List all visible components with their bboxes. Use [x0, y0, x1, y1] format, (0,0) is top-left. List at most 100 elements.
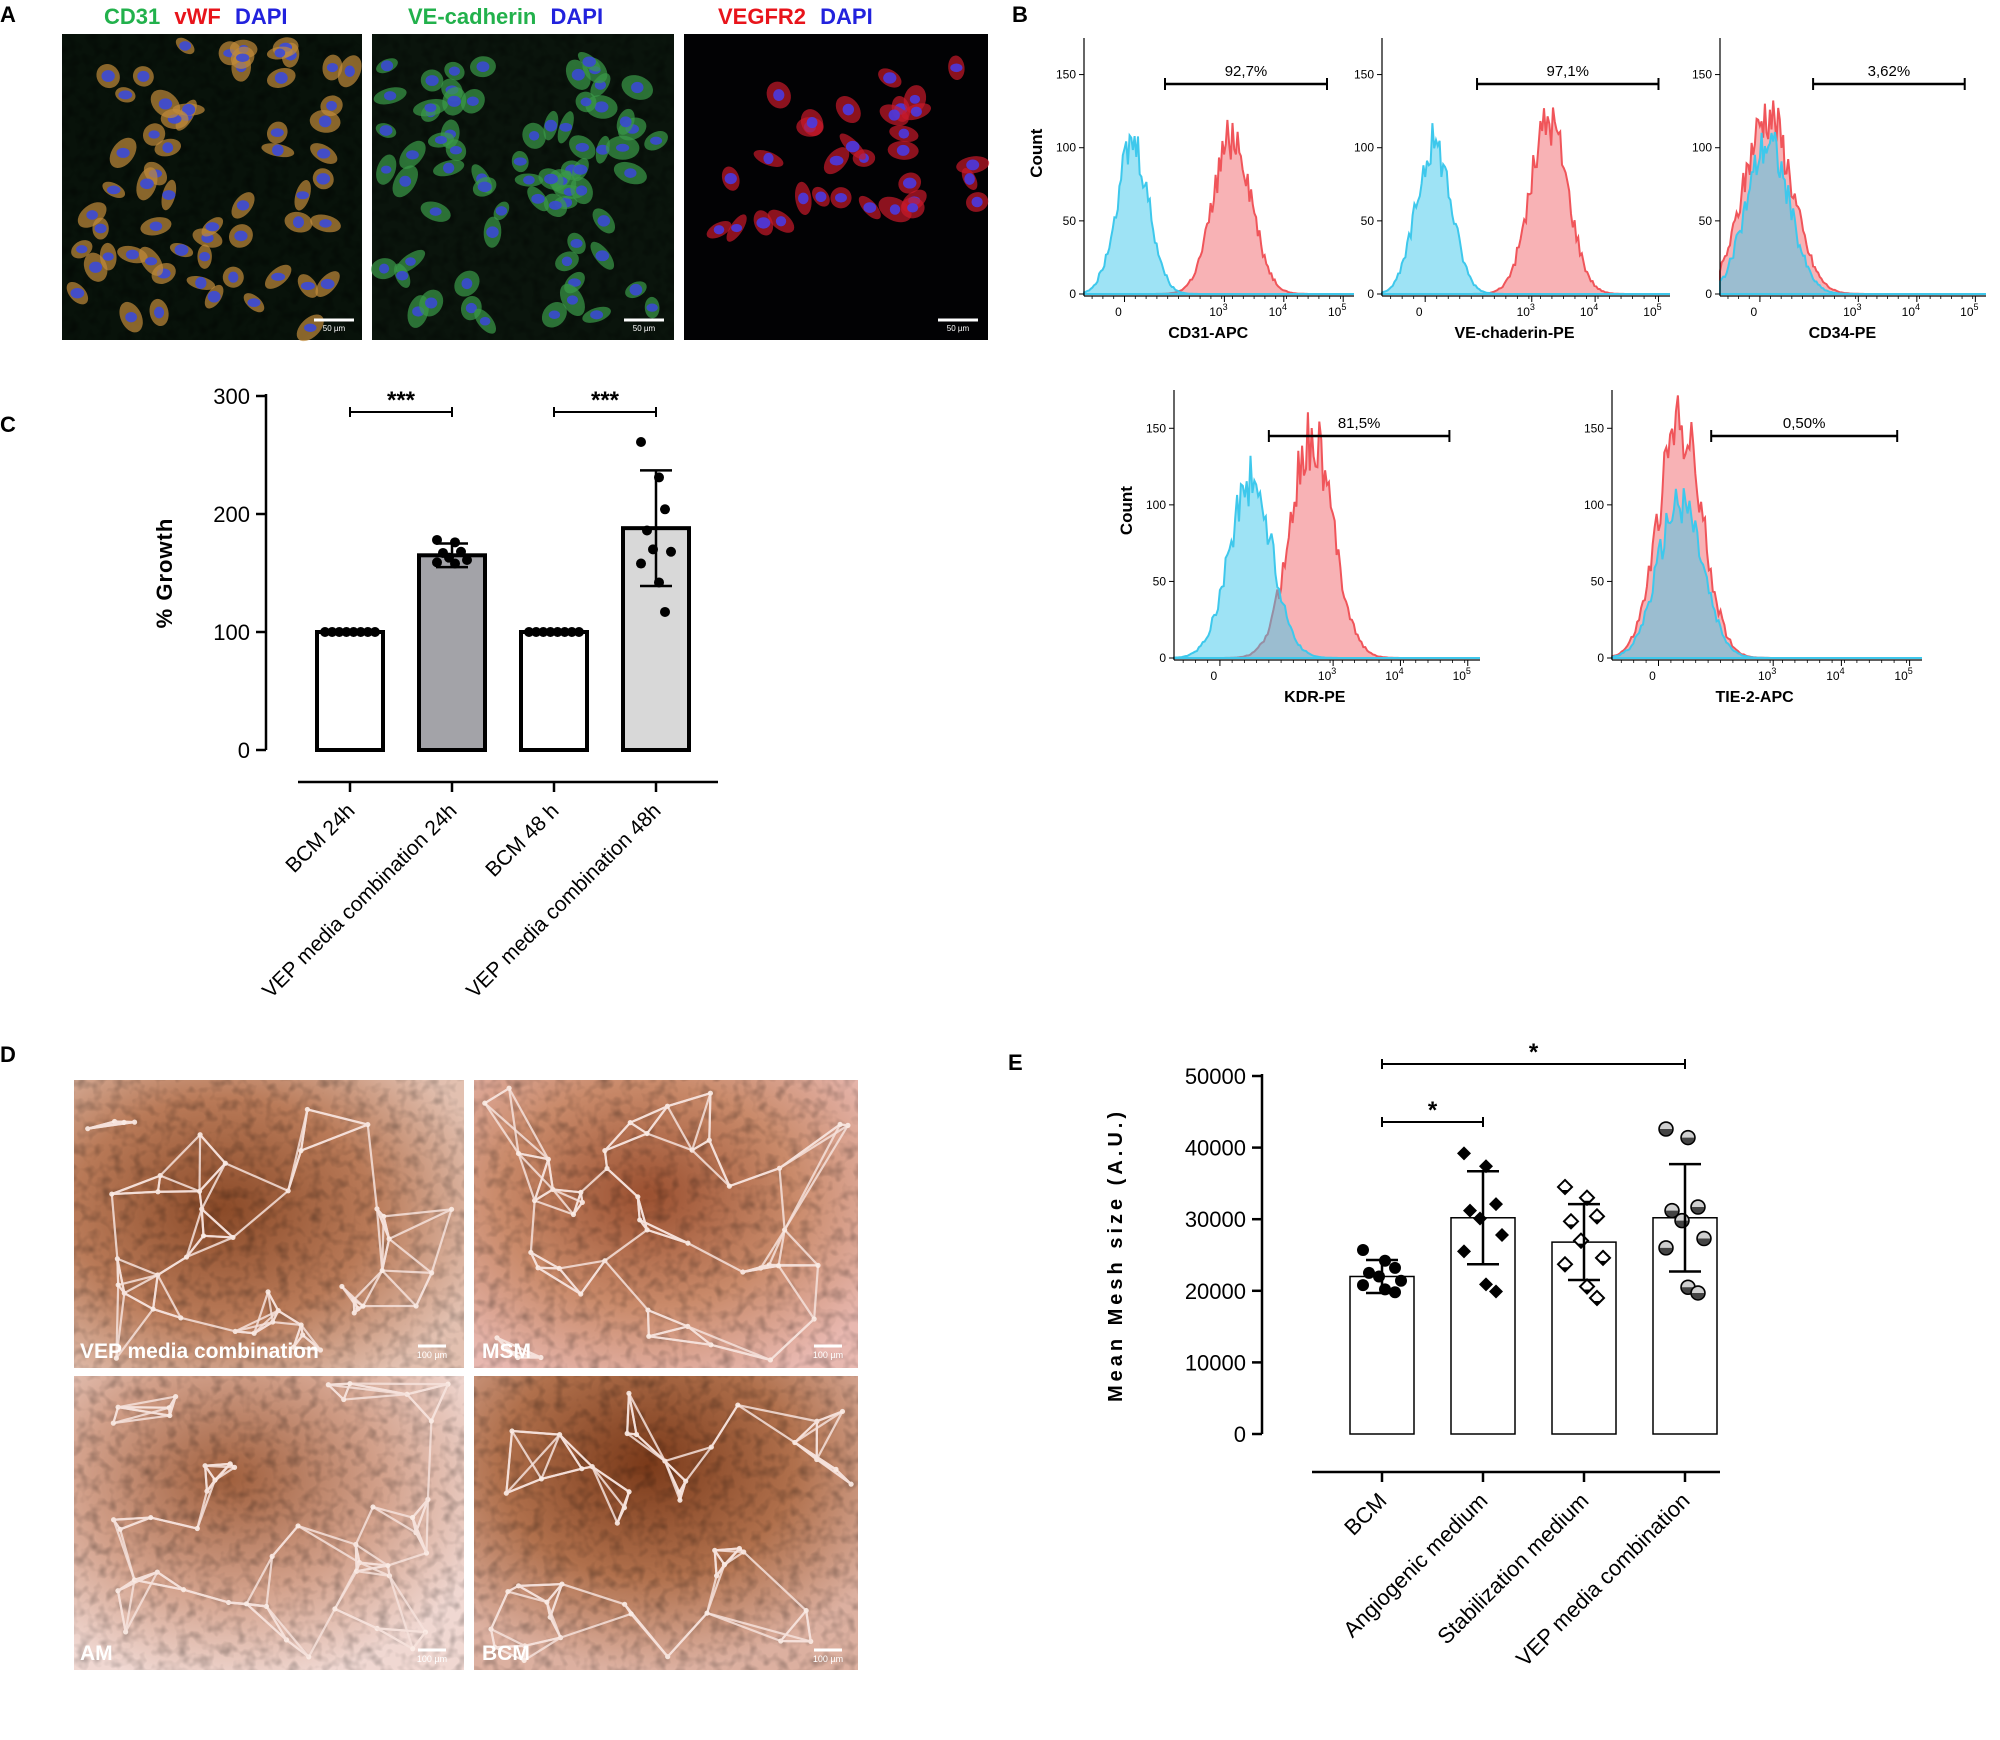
tube-segment	[156, 1175, 162, 1192]
tube-segment	[117, 1273, 158, 1286]
tube-segment	[271, 1525, 299, 1558]
tube-segment	[115, 1308, 155, 1359]
tube-segment	[648, 1335, 712, 1346]
tube-segment	[388, 1237, 433, 1274]
tube-segment	[540, 1434, 561, 1480]
panel-letter-a: A	[0, 2, 16, 27]
x-tick-label: 104	[1580, 302, 1598, 319]
y-tick-label: 150	[1056, 68, 1076, 82]
data-point	[1389, 1261, 1401, 1274]
tube-segment	[343, 1393, 408, 1401]
cell-nucleus	[465, 302, 477, 314]
tube-segment	[691, 1139, 710, 1152]
tube-segment	[205, 1462, 231, 1467]
data-point-shade	[1600, 1260, 1606, 1265]
cell-nucleus	[320, 278, 335, 290]
tube-segment	[708, 1139, 731, 1187]
tube-segment	[388, 1208, 453, 1240]
tube-segment	[558, 1433, 594, 1468]
cell-nucleus	[576, 185, 588, 196]
x-tick-label: BCM	[1339, 1488, 1391, 1540]
tube-segment	[113, 1516, 151, 1521]
tube-segment	[664, 1446, 712, 1463]
micrograph-ve-cadherin: 50 µm	[371, 34, 674, 340]
tube-segment	[307, 1108, 369, 1126]
tube-segment	[667, 1092, 711, 1108]
tube-segment	[381, 1238, 391, 1271]
cell-nucleus	[479, 316, 491, 326]
tube-node	[166, 1405, 172, 1411]
y-tick-label: 10000	[1185, 1350, 1246, 1375]
cell-nucleus	[94, 223, 107, 234]
panel-a-captions: CD31 vWF DAPI VE-cadherin DAPI VEGFR2 DA…	[104, 4, 873, 29]
tube-segment	[708, 1093, 712, 1141]
cell-nucleus	[118, 90, 133, 100]
tube-segment	[430, 1208, 453, 1274]
tube-image-msm: MSM 100 µm	[474, 1080, 858, 1368]
tube-segment	[110, 1193, 119, 1259]
x-tick-label: 105	[1643, 302, 1661, 319]
cell-nucleus	[731, 223, 743, 233]
data-point	[432, 557, 442, 568]
x-tick-label: 103	[1209, 302, 1227, 319]
tube-segment	[710, 1343, 771, 1362]
tube-segment	[729, 1167, 780, 1188]
gate-percent: 0,50%	[1783, 415, 1826, 432]
cell-nucleus	[775, 216, 787, 227]
tube-segment	[627, 1392, 666, 1462]
significance-label: ***	[591, 387, 620, 414]
tube-segment	[156, 1571, 185, 1591]
tube-segment	[375, 1208, 391, 1240]
data-point	[538, 627, 549, 637]
tube-node	[339, 1283, 345, 1290]
tube-segment	[630, 1613, 669, 1658]
tube-segment	[356, 1564, 389, 1573]
scale-bar-label: 100 µm	[813, 1654, 843, 1664]
cell-nucleus	[344, 65, 355, 77]
tube-segment	[552, 1188, 581, 1194]
cell-nucleus	[379, 125, 393, 136]
bar	[315, 630, 385, 752]
y-tick-label: 20000	[1185, 1279, 1246, 1304]
cell-nucleus	[815, 191, 827, 203]
cell-nucleus	[513, 157, 527, 166]
tube-segment	[691, 1092, 712, 1151]
cell-nucleus	[829, 155, 844, 166]
y-tick-label: 0	[1159, 651, 1166, 665]
tube-segment	[706, 1612, 812, 1643]
tube-segment	[508, 1087, 550, 1160]
y-tick-label: 200	[213, 502, 250, 527]
x-tick-label: BCM 48 h	[481, 799, 563, 881]
tube-segment	[113, 1406, 170, 1425]
tube-node	[538, 1476, 545, 1482]
cell-nucleus	[582, 56, 596, 67]
tube-segment	[635, 1433, 666, 1462]
y-tick-label: 30000	[1185, 1207, 1246, 1232]
tube-segment	[713, 1550, 718, 1576]
tube-segment	[156, 1274, 182, 1319]
tube-segment	[159, 1133, 201, 1177]
data-point	[1479, 1159, 1493, 1174]
scale-bar-label: 100 µm	[417, 1654, 447, 1664]
tube-segment	[547, 1159, 554, 1190]
tube-segment	[759, 1229, 786, 1269]
tube-segment	[117, 1406, 170, 1417]
cell-nucleus	[319, 219, 332, 228]
cell-nucleus	[424, 103, 437, 112]
tube-segment	[604, 1228, 648, 1262]
data-point	[666, 546, 676, 557]
data-point	[456, 546, 466, 557]
cell-nucleus	[548, 310, 561, 319]
cell-nucleus	[950, 63, 963, 73]
caption-a3: VEGFR2 DAPI	[718, 4, 873, 29]
data-point	[1457, 1146, 1471, 1161]
tube-node	[448, 1206, 455, 1212]
tube-segment	[362, 1270, 384, 1307]
tube-node	[626, 1489, 632, 1495]
tube-node	[347, 1380, 353, 1387]
tube-node	[410, 1646, 416, 1652]
tube-segment	[411, 1631, 427, 1650]
tube-segment	[123, 1292, 154, 1310]
tube-segment	[111, 1174, 161, 1196]
